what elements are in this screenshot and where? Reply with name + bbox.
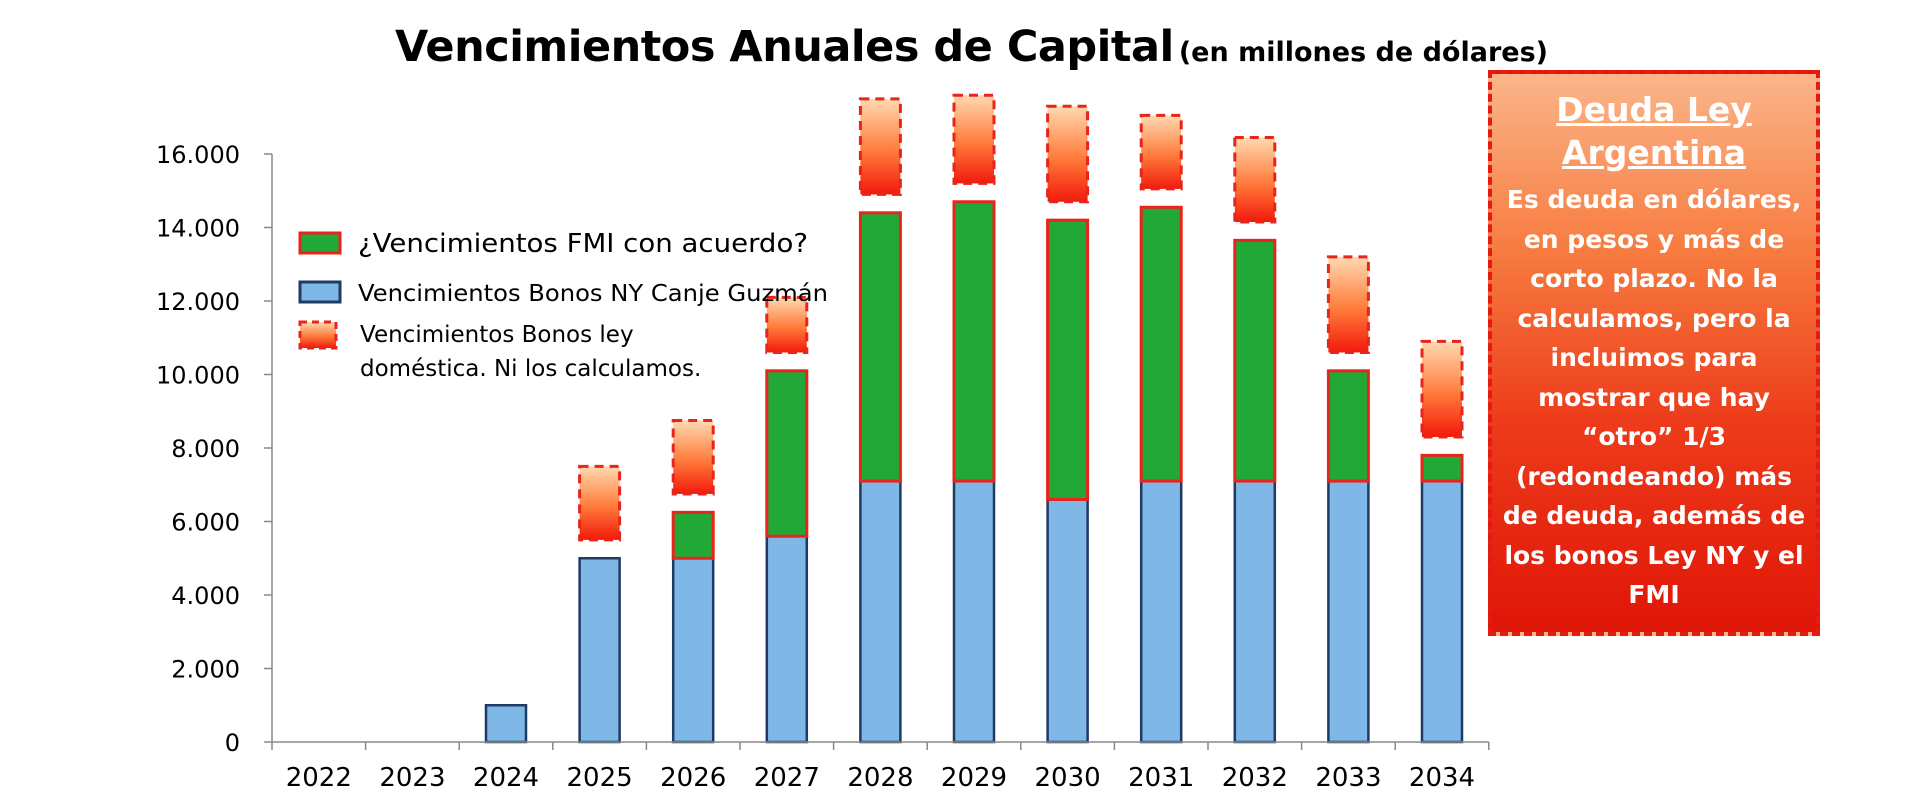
legend-label-domestica: Vencimientos Bonos ley doméstica. Ni los…	[360, 322, 701, 382]
bar-bonos-ny	[578, 557, 621, 744]
bar-domestica	[765, 295, 809, 354]
x-tick-label: 2033	[1315, 763, 1381, 793]
bar-domestica	[1326, 255, 1370, 354]
x-tick-label: 2026	[660, 763, 726, 793]
bar-bonos-ny	[1233, 479, 1277, 744]
y-tick-label: 8.000	[171, 435, 240, 463]
bar-bonos-ny	[765, 534, 809, 744]
y-tick-label: 0	[225, 729, 240, 757]
x-tick-label: 2031	[1128, 763, 1194, 793]
x-tick-label: 2028	[847, 763, 913, 793]
note-box: Deuda Ley Argentina Es deuda en dólares,…	[1488, 70, 1820, 636]
note-title: Deuda Ley Argentina	[1556, 90, 1752, 172]
x-tick-label: 2034	[1409, 763, 1475, 793]
bars-layer	[484, 93, 1464, 744]
legend-swatch-domestica	[298, 320, 338, 350]
y-tick-label: 2.000	[171, 656, 240, 684]
x-tick-label: 2022	[286, 763, 352, 793]
bar-fmi	[1046, 218, 1090, 501]
bar-bonos-ny	[1420, 479, 1464, 744]
y-tick-label: 16.000	[156, 141, 240, 169]
legend-swatch-bonos-ny	[298, 280, 342, 304]
x-tick-label: 2030	[1035, 763, 1101, 793]
bar-fmi	[1233, 238, 1277, 483]
y-tick-label: 12.000	[156, 288, 240, 316]
x-tick-label: 2023	[379, 763, 445, 793]
y-tick-label: 6.000	[171, 509, 240, 537]
chart-title-subtitle: (en millones de dólares)	[1178, 37, 1548, 68]
bar-fmi	[1326, 369, 1370, 483]
legend-label-fmi: ¿Vencimientos FMI con acuerdo?	[358, 229, 808, 259]
bar-fmi	[765, 369, 809, 538]
chart-legend: ¿Vencimientos FMI con acuerdo? Vencimien…	[298, 229, 828, 382]
legend-label-bonos-ny: Vencimientos Bonos NY Canje Guzmán	[358, 281, 828, 307]
chart-plot: 0 2.000 4.000 6.000 8.000 10.000 12.000 14.000 1…	[156, 93, 1490, 793]
chart-title-main: Vencimientos Anuales de Capital	[395, 22, 1174, 72]
x-tick-label: 2027	[754, 763, 820, 793]
bar-fmi	[1139, 205, 1183, 483]
bar-bonos-ny	[1327, 479, 1370, 744]
bar-fmi	[952, 200, 996, 483]
bar-bonos-ny	[484, 704, 528, 744]
bar-bonos-ny	[859, 479, 902, 744]
bar-fmi	[1420, 453, 1464, 483]
x-axis-ticks: 2022 2023 2024 2025 2026 2027 2028 2029 2030 2031…	[286, 763, 1475, 793]
chart-title: Vencimientos Anuales de Capital (en mill…	[395, 22, 1548, 92]
bar-domestica	[858, 97, 902, 196]
bar-fmi	[671, 510, 715, 560]
legend-swatch-fmi	[298, 231, 342, 255]
y-axis-ticks: 0 2.000 4.000 6.000 8.000 10.000 12.000 14.000 1…	[156, 141, 272, 757]
bar-domestica	[578, 464, 622, 542]
y-tick-label: 4.000	[171, 582, 240, 610]
bar-bonos-ny	[1139, 479, 1183, 744]
x-tick-label: 2029	[941, 763, 1007, 793]
x-tick-label: 2024	[473, 763, 539, 793]
bar-domestica	[1139, 113, 1183, 191]
bar-domestica	[1233, 135, 1277, 224]
x-tick-label: 2025	[567, 763, 633, 793]
note-body: Es deuda en dólares, en pesos y más de c…	[1502, 185, 1806, 609]
x-tick-label: 2032	[1222, 763, 1288, 793]
bar-fmi	[858, 211, 902, 483]
bar-domestica	[1046, 104, 1090, 204]
bar-domestica	[1420, 339, 1464, 439]
bar-bonos-ny	[671, 557, 715, 744]
bar-domestica	[952, 93, 996, 185]
y-tick-label: 14.000	[156, 215, 240, 243]
axes-layer	[271, 154, 1490, 750]
y-tick-label: 10.000	[156, 362, 240, 390]
bar-bonos-ny	[952, 479, 996, 744]
bar-bonos-ny	[1046, 498, 1089, 744]
bar-domestica	[671, 418, 715, 496]
